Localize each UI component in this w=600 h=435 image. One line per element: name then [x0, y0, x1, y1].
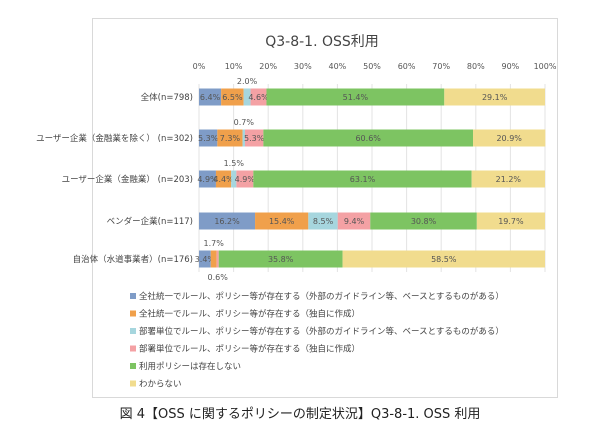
bar-segment [199, 129, 218, 147]
x-tick-label: 20% [259, 62, 277, 71]
data-label: 9.4% [344, 217, 365, 226]
data-label: 1.7% [204, 239, 225, 248]
legend-swatch [130, 293, 136, 299]
data-label: 19.7% [498, 217, 524, 226]
bar-segment [471, 170, 545, 188]
bar-segment [210, 250, 217, 268]
stacked-bar-chart: Q3-8-1. OSS利用 0% 10% 20% 30% 40% 50% 60% 70% 80% 9… [36, 34, 557, 390]
data-label: 58.5% [431, 255, 457, 264]
bar-segment [263, 129, 474, 147]
bar-segment [253, 170, 472, 188]
data-label: 16.2% [214, 217, 240, 226]
data-label: 7.3% [220, 134, 241, 143]
data-label: 5.3% [198, 134, 219, 143]
bar-segment [199, 170, 216, 188]
data-label: 60.6% [355, 134, 381, 143]
legend-swatch [130, 310, 136, 317]
data-label: 6.5% [222, 93, 243, 102]
bar-segment [266, 88, 445, 106]
data-label: 29.1% [482, 93, 508, 102]
bar-segment [370, 212, 477, 230]
bar-segment [231, 170, 237, 188]
data-label: 0.7% [234, 118, 255, 127]
bar-segment [221, 88, 244, 106]
category-label: ベンダー企業(n=117) [107, 216, 193, 227]
bar-segment [199, 212, 256, 230]
data-label: 20.9% [496, 134, 522, 143]
bar-segment [476, 212, 545, 230]
category-label: 自治体（水道事業者）(n=176) [73, 254, 193, 265]
bar-segment [236, 170, 254, 188]
data-label: 51.4% [343, 93, 369, 102]
x-tick-label: 50% [363, 62, 381, 71]
bar-segment [255, 212, 309, 230]
bar-segment [473, 129, 546, 147]
bar-segment [217, 129, 243, 147]
bar-segment [242, 129, 246, 147]
data-label: 4.9% [197, 175, 218, 184]
x-tick-label: 60% [398, 62, 416, 71]
bar-segment [215, 170, 232, 188]
legend-label: 全社統一でルール、ポリシー等が存在する（独自に作成） [139, 309, 360, 320]
category-label: 全体(n=798) [141, 92, 193, 103]
bar-segment [199, 88, 222, 106]
x-tick-label: 0% [193, 62, 206, 71]
legend-label: 部署単位でルール、ポリシー等が存在する（外部のガイドライン等、ベースとするものが… [139, 326, 504, 337]
bar-segment [218, 250, 343, 268]
category-label: ユーザー企業（金融業） (n=203) [62, 174, 193, 185]
bar-segment [199, 250, 211, 268]
data-label: 4.6% [248, 93, 269, 102]
x-tick-label: 90% [502, 62, 520, 71]
data-label: 4.9% [235, 175, 256, 184]
data-label: 30.8% [411, 217, 437, 226]
chart-frame [92, 18, 558, 398]
data-label: 35.8% [268, 255, 294, 264]
legend-label: 部署単位でルール、ポリシー等が存在する（独自に作成） [139, 344, 360, 355]
x-tick-label: 30% [294, 62, 312, 71]
legend-label: 全社統一でルール、ポリシー等が存在する（外部のガイドライン等、ベースとするものが… [139, 291, 504, 302]
bar-segment [308, 212, 338, 230]
data-label: 0.6% [208, 273, 229, 282]
x-tick-label: 70% [432, 62, 450, 71]
bar-segment [342, 250, 545, 268]
data-label: 6.4% [200, 93, 221, 102]
legend-label: わからない [139, 380, 182, 390]
data-label: 2.0% [237, 77, 258, 86]
data-label: 15.4% [269, 217, 295, 226]
bar-segment [337, 212, 371, 230]
bar-segment [216, 250, 219, 268]
figure-caption: 図 4【OSS に関するポリシーの制定状況】Q3-8-1. OSS 利用 [119, 407, 481, 422]
x-tick-label: 80% [467, 62, 485, 71]
chart-title: Q3-8-1. OSS利用 [265, 34, 379, 50]
legend-swatch [130, 380, 136, 387]
data-label: 21.2% [496, 175, 522, 184]
bar-segment [243, 88, 251, 106]
data-label: 5.3% [244, 134, 265, 143]
data-label: 8.5% [313, 217, 334, 226]
data-label: 63.1% [350, 175, 376, 184]
category-label: ユーザー企業（金融業を除く） (n=302) [36, 133, 193, 144]
data-label: 1.5% [224, 159, 245, 168]
legend-swatch [130, 363, 136, 369]
data-label: 3.4% [195, 255, 216, 264]
legend-swatch [130, 345, 136, 352]
bar-segment [245, 129, 264, 147]
legend-label: 利用ポリシーは存在しない [139, 361, 241, 372]
x-tick-label: 40% [329, 62, 347, 71]
x-tick-label: 100% [534, 62, 557, 71]
bar-segment [250, 88, 267, 106]
x-tick-label: 10% [225, 62, 243, 71]
bar-segment [444, 88, 545, 106]
legend-swatch [130, 328, 136, 334]
data-label: 4.4% [213, 175, 234, 184]
